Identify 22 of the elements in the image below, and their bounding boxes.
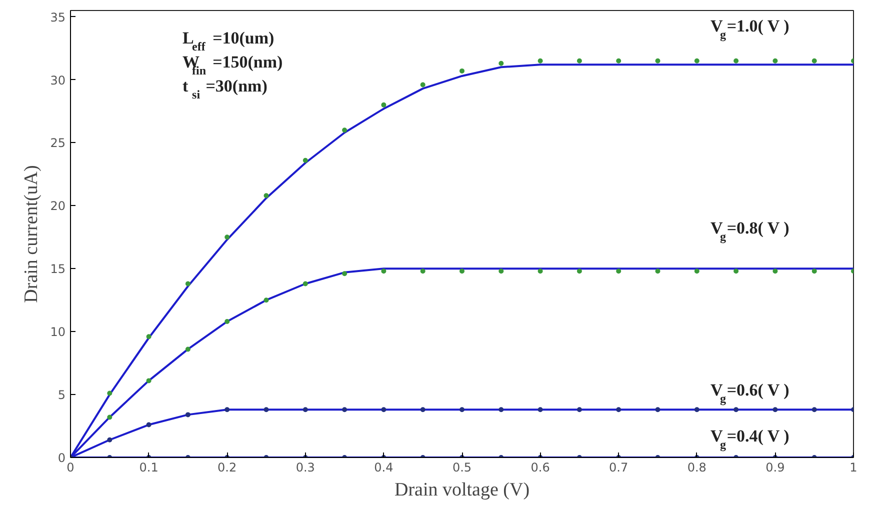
y-axis-title: Drain current(uA) <box>21 165 42 303</box>
y-tick-label: 35 <box>50 10 66 24</box>
x-tick-label: 0.1 <box>139 460 158 474</box>
y-tick-label: 25 <box>50 136 66 150</box>
x-axis-title: Drain voltage (V) <box>394 480 530 500</box>
y-tick-label: 10 <box>50 325 66 340</box>
annotation: Wfin=150(nm) <box>182 52 283 78</box>
x-tick-label: 0.5 <box>452 460 472 474</box>
y-tick-label: 30 <box>50 73 66 88</box>
y-tick-label: 20 <box>50 199 66 214</box>
x-tick-label: 0.3 <box>296 460 315 474</box>
x-tick-label: 1 <box>850 460 858 474</box>
x-tick-label: 0.6 <box>530 460 550 474</box>
y-tick-label: 5 <box>58 388 66 402</box>
x-tick-label: 0.7 <box>609 460 628 474</box>
x-tick-label: 0.9 <box>766 460 785 474</box>
x-tick-label: 0.8 <box>687 460 706 474</box>
x-tick-label: 0 <box>66 460 74 474</box>
y-tick-label: 15 <box>50 262 66 276</box>
x-tick-label: 0.4 <box>374 460 394 474</box>
x-tick-label: 0.2 <box>218 460 237 474</box>
y-tick-label: 0 <box>58 451 66 465</box>
